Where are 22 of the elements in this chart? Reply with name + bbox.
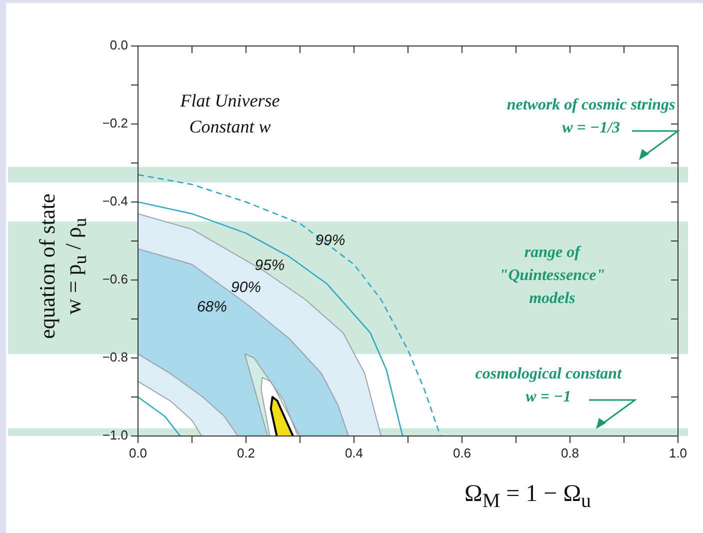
y-tick-label: 0.0 [110, 38, 128, 53]
annotation: 95% [254, 257, 285, 274]
annotation: 99% [315, 232, 346, 250]
annotation: cosmological constant w = −1 [475, 366, 622, 406]
annotation: Flat Universe Constant w [179, 90, 280, 137]
y-tick-label: −1.0 [102, 428, 128, 443]
y-tick-label: −0.2 [102, 116, 128, 131]
x-tick-label: 0.8 [560, 445, 580, 460]
y-tick-label: −0.8 [102, 350, 128, 365]
x-tick-label: 0.4 [344, 445, 364, 460]
x-tick-label: 0.2 [236, 445, 256, 460]
y-tick-label: −0.6 [102, 272, 128, 287]
x-tick-label: 0.0 [128, 445, 148, 460]
annotation: range of "Quintessence" models [499, 244, 606, 308]
annotation: 68% [196, 298, 227, 316]
x-tick-label: 1.0 [668, 445, 688, 460]
y-tick-label: −0.4 [102, 194, 128, 209]
annotation: 90% [230, 278, 262, 296]
annotation: network of cosmic strings w = −1/3 [506, 96, 676, 137]
x-tick-label: 0.6 [452, 445, 472, 460]
x-axis-title: Ω$_{M}$ = 1 − Ω$_{u}$ [464, 481, 592, 513]
line-series [138, 174, 442, 436]
